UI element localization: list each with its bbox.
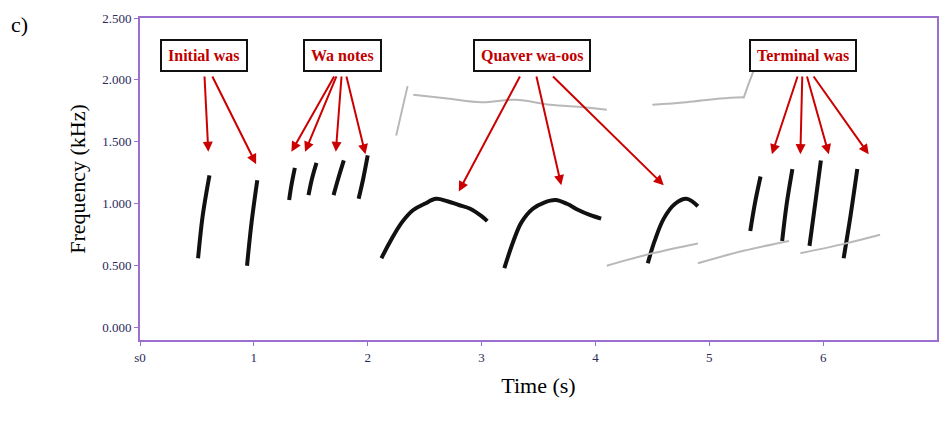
svg-text:Terminal was: Terminal was (757, 47, 849, 64)
svg-text:Frequency (kHz): Frequency (kHz) (65, 104, 90, 254)
svg-text:Wa notes: Wa notes (311, 47, 374, 64)
svg-text:1: 1 (251, 350, 257, 365)
svg-text:5: 5 (706, 350, 713, 365)
svg-text:1.000: 1.000 (102, 196, 131, 211)
svg-text:3: 3 (478, 350, 485, 365)
svg-text:2: 2 (364, 350, 371, 365)
svg-text:Time (s): Time (s) (501, 373, 575, 398)
svg-text:4: 4 (592, 350, 599, 365)
svg-text:2.000: 2.000 (102, 72, 131, 87)
svg-text:0.500: 0.500 (102, 258, 131, 273)
svg-text:2.500: 2.500 (102, 11, 131, 26)
svg-text:Quaver wa-oos: Quaver wa-oos (481, 47, 583, 64)
svg-text:6: 6 (820, 350, 827, 365)
svg-text:s0: s0 (134, 350, 146, 365)
svg-text:1.500: 1.500 (102, 134, 131, 149)
svg-text:0.000: 0.000 (102, 320, 131, 335)
svg-text:Initial was: Initial was (168, 47, 240, 64)
svg-text:c): c) (11, 12, 28, 37)
